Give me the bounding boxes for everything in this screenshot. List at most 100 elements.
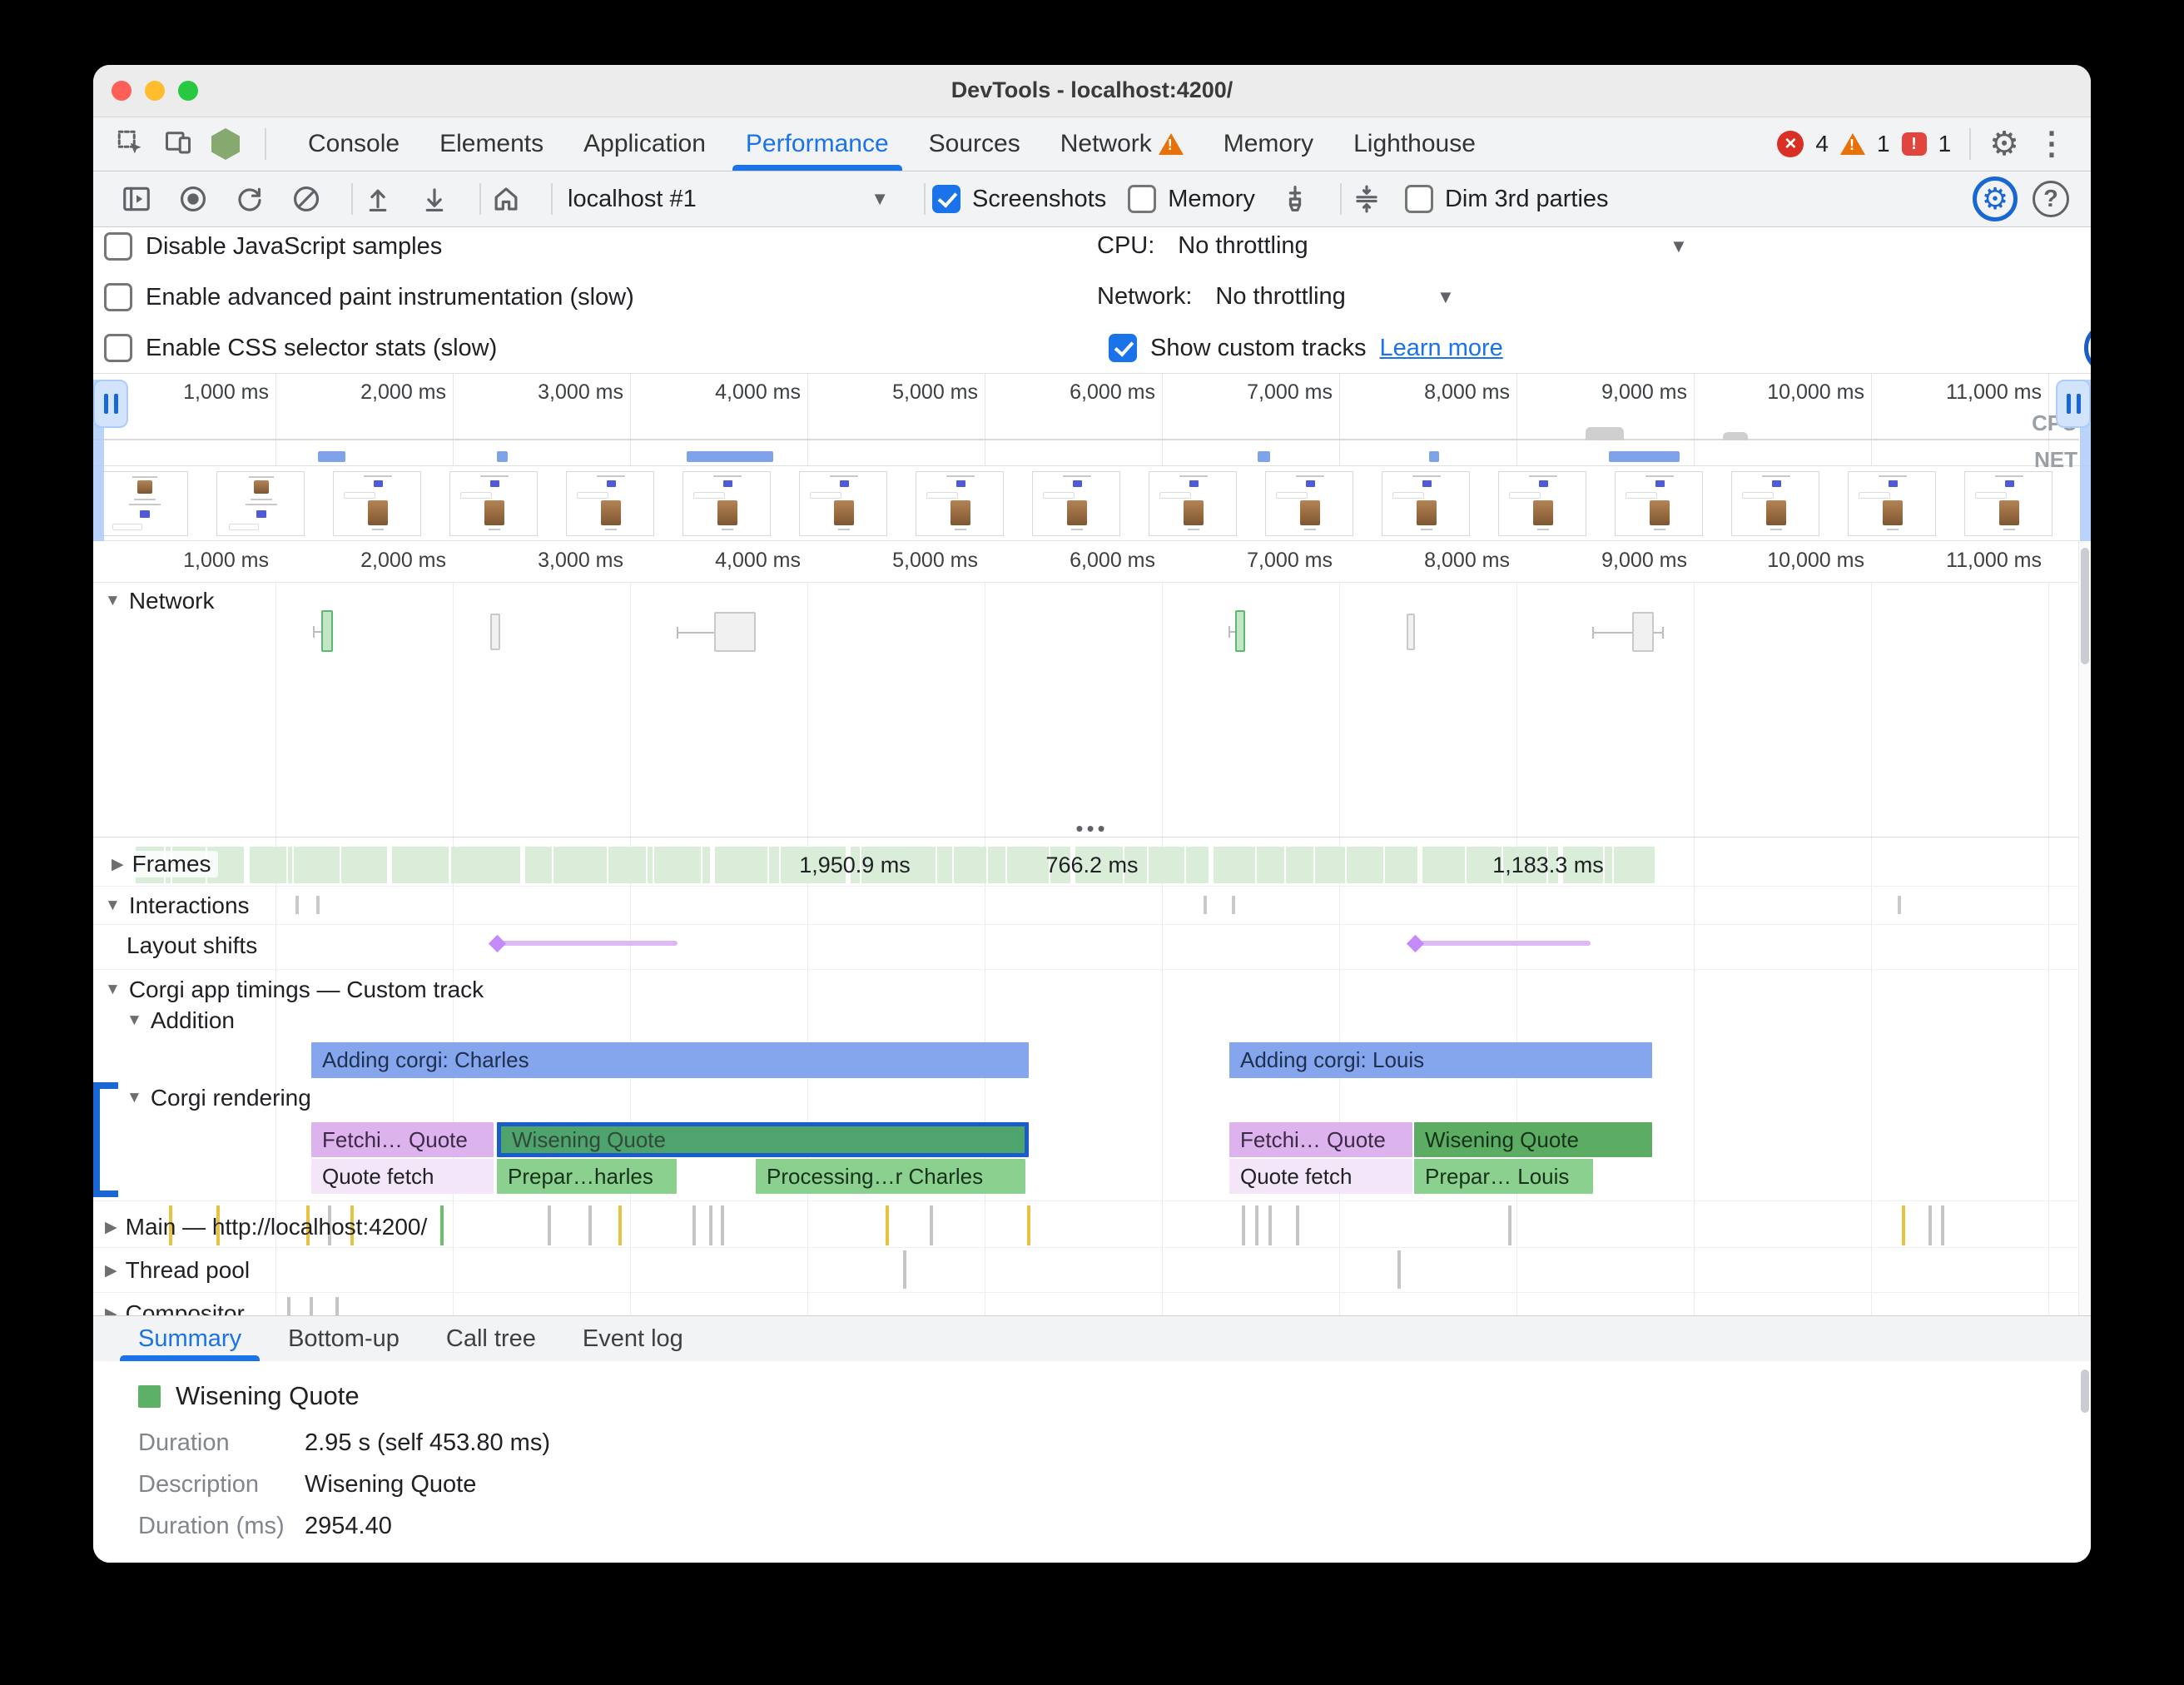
settings-checkbox-2[interactable]: Enable CSS selector stats (slow): [104, 334, 497, 362]
more-options-icon[interactable]: ⋮: [2036, 127, 2067, 162]
checkbox-checked-icon[interactable]: [932, 185, 960, 213]
learn-more-link[interactable]: Learn more: [1379, 334, 1503, 361]
network-request-bar[interactable]: [1407, 614, 1415, 650]
close-button[interactable]: [112, 81, 132, 101]
details-tab-summary[interactable]: Summary: [115, 1316, 265, 1361]
screenshot-thumbnail[interactable]: [100, 471, 188, 536]
memory-checkbox[interactable]: Memory: [1128, 185, 1255, 213]
screenshot-thumbnail[interactable]: [916, 471, 1004, 536]
tab-lighthouse[interactable]: Lighthouse: [1353, 130, 1476, 157]
tab-elements[interactable]: Elements: [439, 130, 544, 157]
tab-application[interactable]: Application: [583, 130, 706, 157]
disclosure-triangle-icon[interactable]: ▼: [105, 592, 121, 609]
inspect-element-icon[interactable]: [115, 127, 145, 162]
help-icon[interactable]: ?: [2033, 181, 2069, 217]
download-profile-icon[interactable]: [416, 181, 453, 217]
custom-track-bar[interactable]: Wisening Quote: [497, 1122, 1029, 1157]
network-request-bar[interactable]: [714, 612, 756, 652]
layout-shift-diamond[interactable]: [1406, 934, 1425, 953]
network-throttling-select[interactable]: No throttling: [1215, 283, 1346, 310]
summary-scrollbar-thumb[interactable]: [2081, 1369, 2089, 1413]
chart-scrollbar-thumb[interactable]: [2081, 548, 2089, 664]
network-request-bar[interactable]: [1235, 610, 1245, 652]
screenshot-thumbnail[interactable]: [1032, 471, 1120, 536]
screenshot-thumbnail[interactable]: [1382, 471, 1470, 536]
track-custom-label[interactable]: ▼ Corgi app timings — Custom track: [105, 977, 484, 1002]
checkbox-icon[interactable]: [1404, 185, 1433, 213]
splitter-dots-icon[interactable]: •••: [1075, 816, 1109, 841]
tab-console[interactable]: Console: [308, 130, 400, 157]
screenshots-checkbox[interactable]: Screenshots: [932, 185, 1106, 213]
warning-count[interactable]: 1: [1876, 131, 1890, 157]
tab-sources[interactable]: Sources: [928, 130, 1020, 157]
screenshot-thumbnail[interactable]: [216, 471, 305, 536]
custom-track-bar[interactable]: Quote fetch: [1229, 1159, 1412, 1194]
screenshot-thumbnail[interactable]: [1731, 471, 1819, 536]
collapse-sanitize-icon[interactable]: [1348, 181, 1385, 217]
settings-gear-icon[interactable]: ⚙: [1989, 126, 2019, 162]
home-icon[interactable]: [488, 181, 524, 217]
upload-profile-icon[interactable]: [360, 181, 396, 217]
clear-icon[interactable]: [288, 181, 325, 217]
layout-shift-line[interactable]: [1415, 941, 1591, 946]
timeline-overview[interactable]: 1,000 ms 2,000 ms 3,000 ms 4,000 ms 5,000 ms…: [93, 373, 2091, 472]
tab-performance[interactable]: Performance: [726, 117, 909, 171]
disclosure-triangle-icon[interactable]: ▶: [105, 1305, 117, 1316]
chart-scrollbar-track[interactable]: [2078, 541, 2091, 1315]
checkbox-icon[interactable]: [104, 283, 132, 311]
screenshot-thumbnail[interactable]: [682, 471, 771, 536]
error-count[interactable]: 4: [1815, 131, 1829, 157]
screenshot-thumbnail[interactable]: [1498, 471, 1586, 536]
track-thread-pool-label[interactable]: ▶ Thread pool: [105, 1257, 251, 1283]
issue-count[interactable]: 1: [1938, 131, 1952, 157]
details-tab-call-tree[interactable]: Call tree: [445, 1325, 536, 1352]
details-tab-bottom-up[interactable]: Bottom-up: [288, 1325, 400, 1352]
track-layout-shifts-label[interactable]: Layout shifts: [127, 932, 258, 958]
track-interactions-label[interactable]: ▼ Interactions: [105, 892, 250, 918]
overview-right-drag-handle[interactable]: [2056, 380, 2091, 428]
network-request-bar[interactable]: [490, 614, 500, 650]
overview-left-drag-handle[interactable]: [93, 380, 128, 428]
disclosure-triangle-icon[interactable]: ▶: [105, 1261, 117, 1280]
layout-shift-diamond[interactable]: [488, 934, 507, 953]
custom-track-bar[interactable]: Adding corgi: Louis: [1229, 1042, 1652, 1078]
screenshot-thumbnail[interactable]: [449, 471, 538, 536]
screenshot-thumbnail[interactable]: [333, 471, 421, 536]
disclosure-triangle-icon[interactable]: ▼: [127, 1089, 142, 1106]
disclosure-triangle-icon[interactable]: ▶: [105, 1218, 117, 1236]
device-toolbar-icon[interactable]: [163, 127, 193, 162]
custom-track-bar[interactable]: Processing…r Charles: [756, 1159, 1025, 1194]
network-request-bar[interactable]: [321, 610, 333, 652]
minimize-button[interactable]: [145, 81, 165, 101]
track-compositor-label[interactable]: ▶ Compositor: [105, 1300, 245, 1315]
settings-checkbox-1[interactable]: Enable advanced paint instrumentation (s…: [104, 283, 634, 311]
track-network-label[interactable]: ▼ Network: [105, 588, 215, 614]
details-tab-event-log[interactable]: Event log: [582, 1325, 683, 1352]
garbage-collect-icon[interactable]: [1277, 181, 1313, 217]
disclosure-triangle-icon[interactable]: ▼: [127, 1011, 142, 1029]
track-frames-label[interactable]: ▶ Frames: [105, 851, 218, 877]
record-icon[interactable]: [175, 181, 211, 217]
disclosure-triangle-icon[interactable]: ▼: [105, 897, 121, 914]
disclosure-triangle-icon[interactable]: ▶: [112, 855, 124, 873]
group-addition-label[interactable]: ▼ Addition: [127, 1007, 235, 1033]
custom-track-bar[interactable]: Adding corgi: Charles: [311, 1042, 1029, 1078]
warning-badge-icon[interactable]: !: [1839, 133, 1865, 155]
custom-track-bar[interactable]: Fetchi… Quote: [311, 1122, 494, 1157]
issues-badge-icon[interactable]: !: [1901, 132, 1927, 156]
network-request-bar[interactable]: [1632, 612, 1654, 652]
tab-memory[interactable]: Memory: [1223, 130, 1314, 157]
track-main-label[interactable]: ▶ Main — http://localhost:4200/: [105, 1214, 428, 1240]
screenshot-thumbnail[interactable]: [799, 471, 887, 536]
screenshot-thumbnail[interactable]: [1615, 471, 1703, 536]
checkbox-icon[interactable]: [104, 232, 132, 261]
tab-network[interactable]: Network!: [1040, 117, 1204, 171]
settings-checkbox-0[interactable]: Disable JavaScript samples: [104, 232, 442, 261]
custom-track-bar[interactable]: Fetchi… Quote: [1229, 1122, 1412, 1157]
screenshot-thumbnail[interactable]: [1848, 471, 1936, 536]
toggle-panel-icon[interactable]: [118, 181, 155, 217]
checkbox-icon[interactable]: [1128, 185, 1157, 213]
history-select[interactable]: localhost #1 ▼: [568, 186, 901, 213]
screenshot-thumbnail[interactable]: [566, 471, 654, 536]
custom-track-bar[interactable]: Quote fetch: [311, 1159, 494, 1194]
